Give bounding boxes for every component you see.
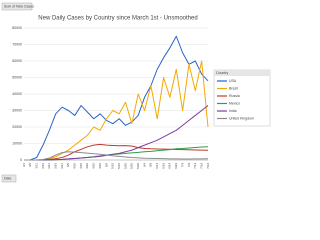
x-tick-label: 7/14 <box>193 163 197 169</box>
x-tick-label: 7/4 <box>180 163 184 168</box>
x-tick-label: 5/30 <box>136 163 140 169</box>
x-tick-label: 5/5 <box>104 163 108 168</box>
x-tick-label: 6/19 <box>161 163 165 169</box>
legend-label: Brazil <box>229 86 238 90</box>
x-tick-label: 3/26 <box>54 163 58 169</box>
series-line <box>24 105 209 161</box>
y-tick-label: 50000 <box>12 75 22 79</box>
x-tick-label: 4/30 <box>98 163 102 169</box>
x-tick-label: 3/31 <box>60 163 64 169</box>
x-tick-label: 6/24 <box>168 163 172 169</box>
y-tick-label: 70000 <box>12 42 22 46</box>
legend-label: Mexico <box>229 101 240 105</box>
x-tick-label: 6/4 <box>142 163 146 168</box>
x-tick-label: 4/20 <box>85 163 89 169</box>
series-line <box>23 35 209 161</box>
legend-header <box>214 70 270 76</box>
x-tick-label: 3/1 <box>22 163 26 168</box>
y-tick-label: 40000 <box>12 92 22 96</box>
x-tick-label: 5/25 <box>130 163 134 169</box>
x-tick-label: 6/14 <box>155 163 159 169</box>
x-tick-label: 4/5 <box>66 163 70 168</box>
y-tick-label: 30000 <box>12 108 22 112</box>
x-tick-label: 4/25 <box>92 163 96 169</box>
x-tick-label: 3/16 <box>41 163 45 169</box>
x-tick-label: 3/21 <box>47 163 51 169</box>
x-tick-label: 7/9 <box>187 163 191 168</box>
x-tick-label: 5/10 <box>111 163 115 169</box>
y-tick-label: 0 <box>20 158 22 162</box>
x-tick-label: 4/10 <box>73 163 77 169</box>
x-tick-label: 7/19 <box>199 163 203 169</box>
legend-label: United Kingdom <box>229 116 254 120</box>
x-tick-label: 6/29 <box>174 163 178 169</box>
y-tick-label: 60000 <box>12 59 22 63</box>
x-tick-label: 3/11 <box>34 163 38 169</box>
series-line <box>24 151 209 161</box>
field-button[interactable] <box>1 2 33 11</box>
y-tick-label: 20000 <box>12 125 22 129</box>
chart: Sum of New Cases Date New Daily Cases by… <box>1 2 271 183</box>
legend-label: USA <box>229 79 237 83</box>
x-tick-label: 6/9 <box>149 163 153 168</box>
chart-title: New Daily Cases by Country since March 1… <box>38 16 197 22</box>
y-tick-label: 10000 <box>12 141 22 145</box>
x-tick-label: 7/24 <box>206 163 210 169</box>
x-tick-label: 5/15 <box>117 163 121 169</box>
x-tick-label: 3/6 <box>28 163 32 168</box>
y-tick-label: 80000 <box>12 26 22 30</box>
field-button-label[interactable]: Sum of New Cases <box>4 5 34 9</box>
legend-label: Russia <box>229 94 240 98</box>
x-tick-label: 5/20 <box>123 163 127 169</box>
series-line <box>24 143 209 161</box>
field-button-label[interactable]: Date <box>4 177 11 181</box>
x-tick-label: 4/15 <box>79 163 83 169</box>
legend-title: Country <box>216 71 229 75</box>
series-line <box>24 60 209 161</box>
legend-label: India <box>229 109 237 113</box>
field-button[interactable] <box>1 174 17 183</box>
